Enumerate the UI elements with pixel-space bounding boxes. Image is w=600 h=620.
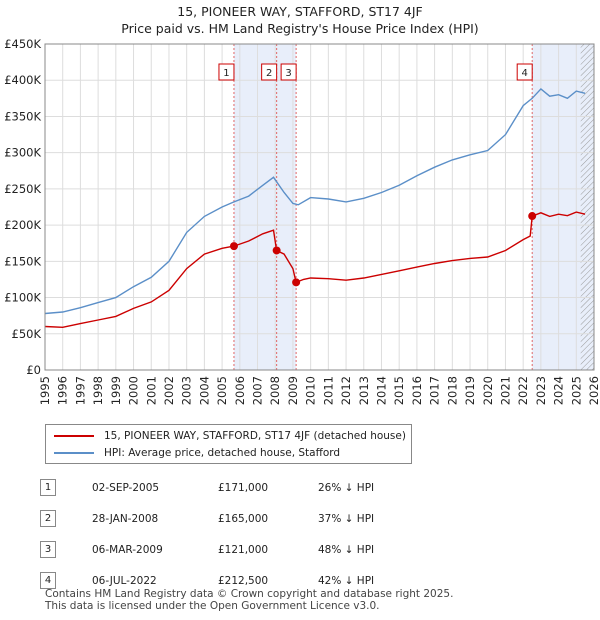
x-tick-label: 2016 [410,376,424,405]
x-tick-label: 2010 [304,376,318,405]
x-tick-label: 1999 [109,376,123,405]
legend-label-property: 15, PIONEER WAY, STAFFORD, ST17 4JF (det… [104,430,406,442]
sale-marker-label: 3 [285,68,291,79]
x-tick-label: 2004 [197,376,211,405]
y-tick-label: £200K [4,218,41,232]
sale-price: £121,000 [218,543,269,556]
sales-table: 1 02-SEP-2005 £171,000 26% ↓ HPI 2 28-JA… [40,472,374,596]
sale-date: 06-MAR-2009 [92,543,163,556]
plot-area [45,44,594,370]
legend-swatch-property [54,435,94,437]
sale-date: 28-JAN-2008 [92,512,159,525]
y-tick-label: £50K [12,327,42,341]
y-tick-label: £300K [4,146,41,160]
legend-label-hpi: HPI: Average price, detached house, Staf… [104,447,341,459]
x-tick-label: 2012 [339,376,353,405]
x-tick-label: 2000 [127,376,141,405]
y-tick-label: £400K [4,73,41,87]
x-tick-label: 2005 [215,376,229,405]
table-row: 1 02-SEP-2005 £171,000 26% ↓ HPI [40,472,374,503]
sale-hpi-diff: 48% ↓ HPI [318,543,375,556]
sale-price: £171,000 [218,481,269,494]
x-tick-label: 2014 [375,376,389,405]
x-tick-label: 2024 [552,376,566,405]
x-tick-label: 2020 [481,376,495,405]
x-tick-label: 2011 [321,376,335,405]
x-tick-label: 2006 [233,376,247,405]
x-tick-label: 2008 [268,376,282,405]
x-tick-label: 1995 [38,376,52,405]
sale-number-badge: 4 [40,572,56,589]
x-tick-label: 2023 [534,376,548,405]
sale-point [292,278,301,287]
x-tick-label: 2017 [428,376,442,405]
x-tick-label: 2025 [569,376,583,405]
sale-number-badge: 2 [40,510,56,527]
hpi-line [44,87,586,315]
sale-date: 02-SEP-2005 [92,481,160,494]
x-tick-label: 2007 [251,376,265,405]
x-tick-label: 2002 [162,376,176,405]
footer-licence: This data is licensed under the Open Gov… [45,600,380,612]
y-tick-label: £350K [4,109,41,123]
x-tick-label: 2021 [498,376,512,405]
legend-item-property: 15, PIONEER WAY, STAFFORD, ST17 4JF (det… [54,428,406,444]
x-tick-label: 2003 [180,376,194,405]
y-tick-label: £450K [4,37,41,51]
sale-point [528,212,537,221]
x-tick-label: 2018 [445,376,459,405]
sale-date: 06-JUL-2022 [92,574,157,587]
x-tick-label: 2013 [357,376,371,405]
footer-copyright: Contains HM Land Registry data © Crown c… [45,588,454,600]
sale-price: £165,000 [218,512,269,525]
table-row: 4 06-JUL-2022 £212,500 42% ↓ HPI [40,565,374,596]
x-tick-label: 1996 [56,376,70,405]
plot-border [44,43,595,371]
y-tick-label: £0 [26,363,41,377]
table-row: 3 06-MAR-2009 £121,000 48% ↓ HPI [40,534,374,565]
sale-hpi-diff: 37% ↓ HPI [318,512,375,525]
property-price-line [44,211,586,329]
legend-swatch-hpi [54,452,94,454]
sale-number-badge: 1 [40,479,56,496]
sale-marker-box [261,63,278,81]
sale-price: £212,500 [218,574,269,587]
x-tick-label: 1997 [73,376,87,405]
x-tick-label: 2026 [587,376,600,405]
sale-marker-box [280,63,297,81]
forecast-hatch [580,44,594,370]
y-tick-label: £150K [4,254,41,268]
x-tick-label: 2022 [516,376,530,405]
sale-point [229,242,238,251]
sale-hpi-diff: 26% ↓ HPI [318,481,375,494]
price-chart: 1 2 3 4 £0 £50K £100K £150K £200K £250K £300K £350… [4,37,600,405]
x-tick-label: 2001 [144,376,158,405]
footer: Contains HM Land Registry data © Crown c… [45,588,453,612]
sale-number-badge: 3 [40,541,56,558]
legend: 15, PIONEER WAY, STAFFORD, ST17 4JF (det… [45,424,412,464]
sale-hpi-diff: 42% ↓ HPI [318,574,375,587]
table-row: 2 28-JAN-2008 £165,000 37% ↓ HPI [40,503,374,534]
sale-marker-label: 4 [522,68,528,79]
x-tick-label: 2019 [463,376,477,405]
sale-marker-label: 2 [266,68,272,79]
shaded-period [233,44,297,370]
x-tick-label: 2009 [286,376,300,405]
y-tick-label: £250K [4,182,41,196]
x-tick-label: 2015 [392,376,406,405]
sale-point [272,246,281,255]
y-tick-label: £100K [4,291,41,305]
legend-item-hpi: HPI: Average price, detached house, Staf… [54,445,340,461]
sale-marker-box [218,63,235,81]
chart-title: 15, PIONEER WAY, STAFFORD, ST17 4JF [177,4,423,19]
sale-marker-box [516,63,533,81]
chart-subtitle: Price paid vs. HM Land Registry's House … [121,21,479,36]
sale-marker-label: 1 [223,68,229,79]
x-tick-label: 1998 [91,376,105,405]
